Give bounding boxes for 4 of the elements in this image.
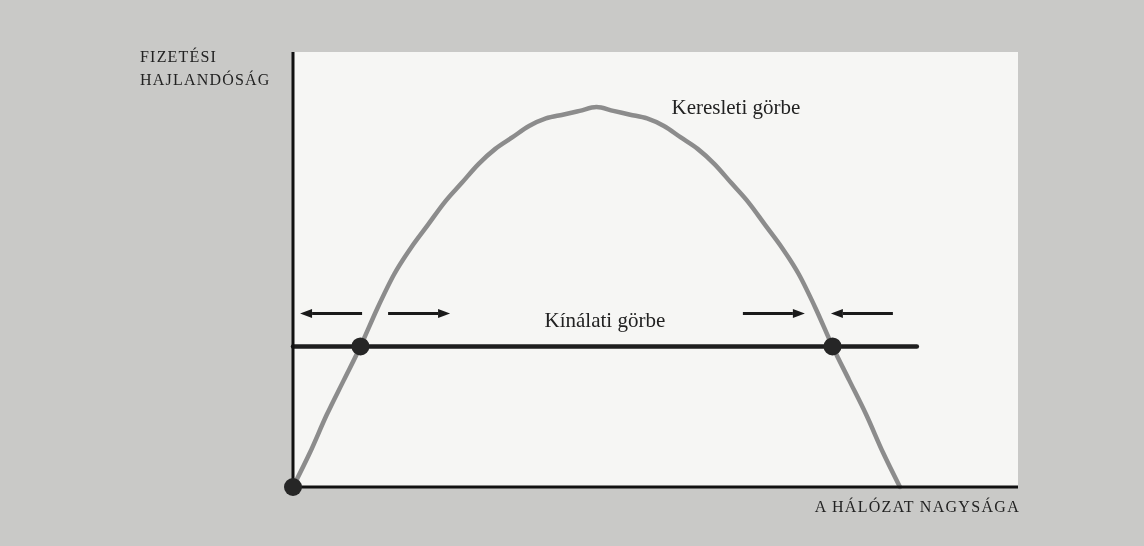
series-label: Keresleti görbe bbox=[671, 95, 801, 120]
x-axis-title: A HÁLÓZAT NAGYSÁGA bbox=[814, 496, 1020, 517]
series-label: Kínálati görbe bbox=[544, 308, 666, 333]
y-axis-title: FIZETÉSI HAJLANDÓSÁG bbox=[140, 46, 272, 90]
